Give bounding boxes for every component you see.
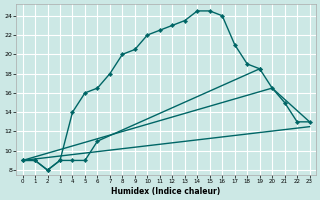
- X-axis label: Humidex (Indice chaleur): Humidex (Indice chaleur): [111, 187, 221, 196]
